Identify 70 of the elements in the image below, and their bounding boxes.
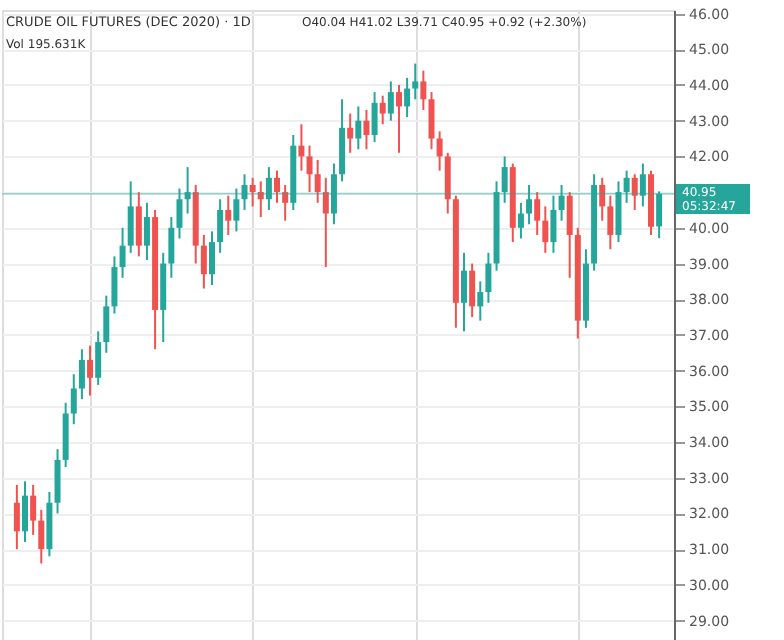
candlestick (615, 180, 622, 244)
candlestick (13, 483, 20, 551)
candlestick (322, 176, 329, 269)
candlestick (517, 201, 524, 240)
candlestick (38, 508, 45, 565)
candlestick (526, 183, 533, 226)
candlestick (306, 144, 313, 194)
candlestick (461, 251, 468, 333)
candlestick (265, 166, 272, 211)
candlestick (485, 251, 492, 304)
candlestick (233, 187, 240, 233)
candlestick (558, 183, 565, 222)
candlestick (363, 108, 370, 151)
candlestick (444, 151, 451, 215)
candlestick (135, 191, 142, 258)
candlestick (184, 166, 191, 215)
candlestick (87, 344, 94, 397)
candlestick (70, 373, 77, 426)
candlestick (395, 83, 402, 154)
candlestick (217, 198, 224, 254)
candlestick (639, 162, 646, 208)
candlestick (143, 201, 150, 261)
candlestick (62, 401, 69, 469)
candlestick (607, 194, 614, 251)
candlestick (176, 187, 183, 240)
candlestick (469, 262, 476, 319)
candlestick (347, 112, 354, 154)
candlestick (103, 294, 110, 354)
candlestick (22, 480, 29, 544)
candlestick (200, 233, 207, 290)
candlestick (404, 76, 411, 119)
candlestick (127, 180, 134, 254)
candlestick (46, 491, 53, 558)
candlestick (30, 483, 37, 536)
candlestick (225, 194, 232, 236)
candlestick (95, 330, 102, 386)
candlestick (160, 251, 167, 344)
candlestick (623, 169, 630, 204)
candlestick (257, 180, 264, 219)
candlestick (249, 176, 256, 208)
candlestick (412, 62, 419, 101)
candlestick (298, 123, 305, 172)
candlestick (428, 91, 435, 151)
candlestick (339, 98, 346, 183)
candlestick (631, 173, 638, 211)
candlestick (371, 91, 378, 144)
candlestick (208, 230, 215, 286)
candlestick (355, 105, 362, 151)
candlestick (330, 162, 337, 226)
candlestick (379, 94, 386, 126)
candlestick (241, 173, 248, 211)
candlestick (111, 255, 118, 315)
candlestick (119, 226, 126, 279)
candlestick (501, 155, 508, 204)
candlestick (534, 191, 541, 236)
candlestick (54, 448, 61, 515)
candlestick (566, 191, 573, 279)
candlestick (274, 169, 281, 204)
candlestick (282, 183, 289, 222)
candlestick (477, 280, 484, 322)
candlestick (656, 190, 663, 240)
candlestick (168, 216, 175, 279)
candlestick (599, 176, 606, 222)
candlestick (314, 158, 321, 204)
candlestick (550, 194, 557, 254)
candlestick (78, 348, 85, 401)
candlestick (542, 205, 549, 254)
candlestick (420, 69, 427, 111)
candlestick (387, 80, 394, 122)
candlestick (436, 130, 443, 172)
